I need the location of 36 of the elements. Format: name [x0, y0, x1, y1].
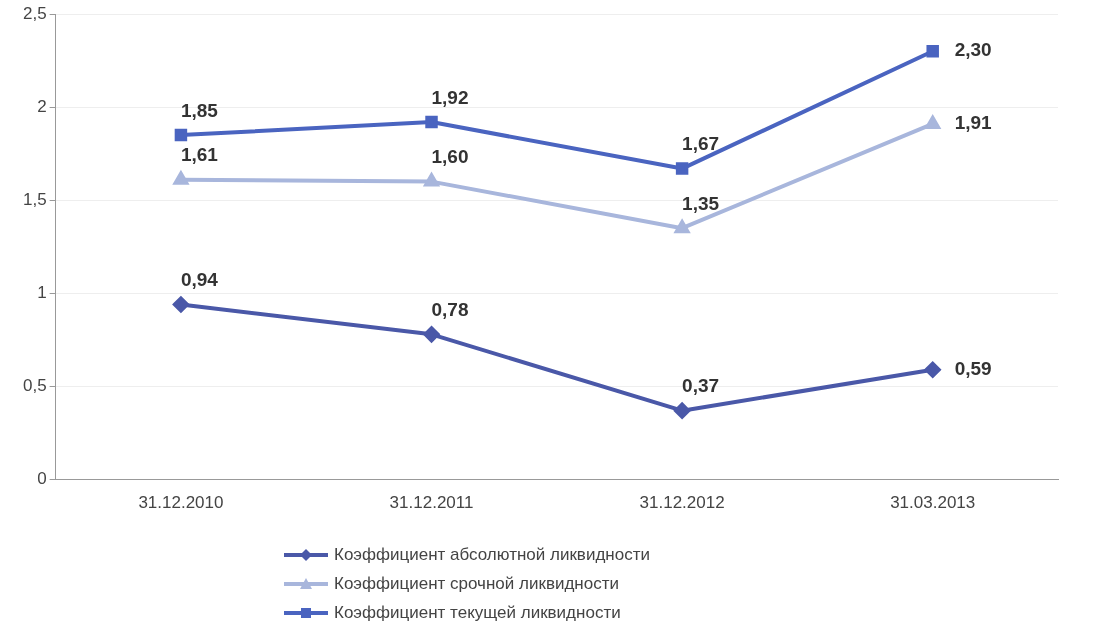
point	[674, 402, 691, 419]
y-tick-label: 2,5	[22, 3, 47, 23]
point	[174, 128, 188, 142]
data-label: 0,78	[431, 299, 469, 321]
point	[926, 45, 939, 58]
data-label: 2,30	[954, 39, 992, 61]
point	[674, 220, 690, 234]
data-label: 1,61	[180, 144, 219, 166]
x-tick-label: 31.12.2012	[639, 493, 725, 513]
y-tick-label: 0,5	[22, 376, 47, 396]
data-label: 1,60	[431, 146, 469, 168]
data-label: 0,94	[180, 269, 219, 291]
point	[425, 115, 438, 129]
point	[925, 115, 940, 129]
y-tick-label: 1	[37, 283, 47, 303]
data-label: 1,85	[180, 99, 219, 121]
point	[924, 361, 941, 378]
y-tick-label: 1,5	[22, 189, 47, 209]
legend-label: Коэффициент срочной ликвидности	[334, 573, 619, 594]
point	[173, 171, 189, 185]
data-label: 1,91	[954, 112, 993, 134]
point	[172, 296, 189, 313]
x-tick-label: 31.03.2013	[890, 493, 976, 513]
data-label: 1,92	[431, 86, 469, 108]
data-label: 1,67	[682, 133, 720, 155]
legend-label: Коэффициент текущей ликвидности	[334, 602, 621, 623]
point	[423, 326, 440, 343]
point	[675, 162, 689, 175]
x-tick-label: 31.12.2011	[389, 493, 474, 513]
legend-label: Коэффициент абсолютной ликвидности	[334, 544, 650, 565]
y-tick-label: 0	[37, 469, 47, 489]
data-label: 0,59	[954, 357, 992, 379]
data-label: 0,37	[682, 375, 720, 397]
x-tick-label: 31.12.2010	[138, 493, 224, 513]
y-tick-label: 2	[37, 96, 47, 116]
data-label: 1,35	[682, 192, 720, 214]
